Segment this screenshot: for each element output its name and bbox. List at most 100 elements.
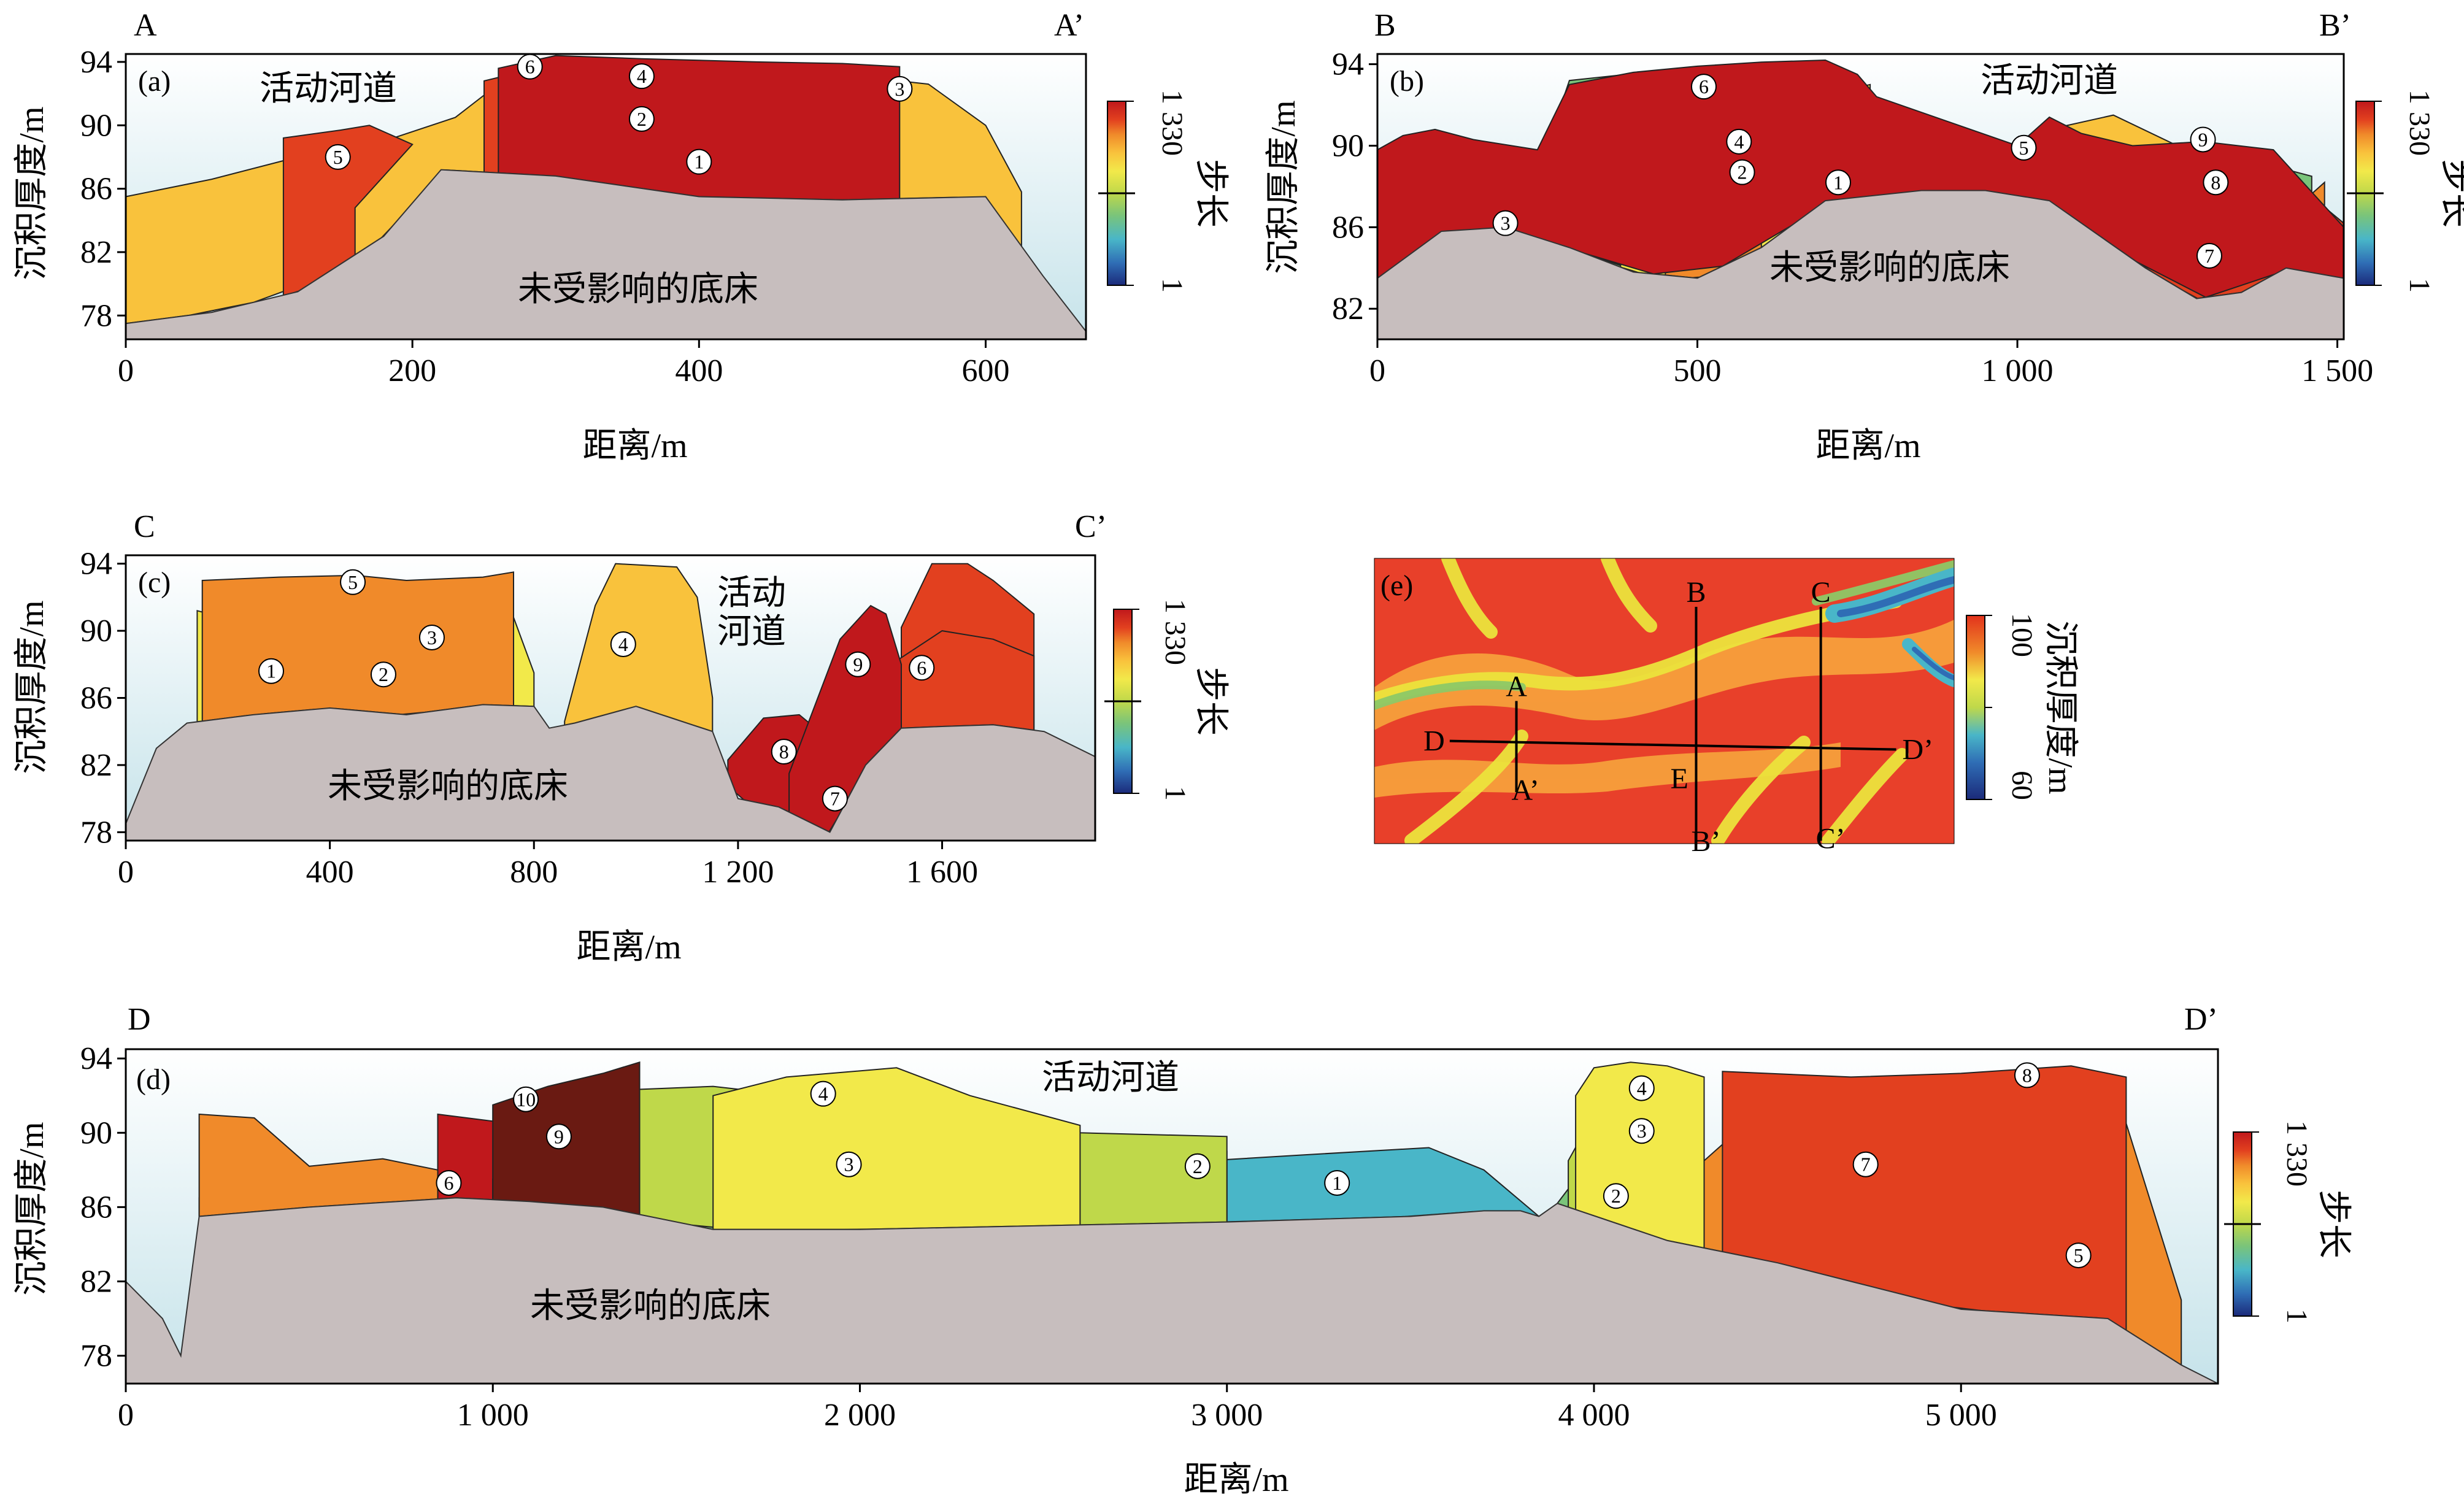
y-tick-label-b: 82 xyxy=(1332,291,1364,326)
layer-number-b-1: 1 xyxy=(1833,171,1843,193)
layer-marker-b-8 xyxy=(2203,169,2229,196)
section-end-a: A’ xyxy=(1054,8,1084,43)
layer-marker-a-4 xyxy=(628,63,655,90)
colorbar-c-min: 1 xyxy=(1159,786,1192,801)
layer-number-d-3: 3 xyxy=(1637,1120,1647,1142)
layer-number-c-3: 3 xyxy=(427,626,437,649)
layer-number-c-9: 9 xyxy=(853,653,863,676)
map-channel-3 xyxy=(1711,736,1811,844)
y-tick-label-b: 94 xyxy=(1332,47,1364,82)
bed-label-a: 未受影响的底床 xyxy=(518,271,758,309)
layer-number-c-5: 5 xyxy=(348,571,358,593)
layer-number-c-8: 8 xyxy=(779,741,789,763)
plot-frame-a xyxy=(125,53,1087,341)
channel-label-d: 活动河道 xyxy=(1042,1059,1179,1097)
layer-marker-c-8 xyxy=(771,739,797,765)
colorbar-e-fill xyxy=(1966,615,1985,799)
layer-marker-b-3 xyxy=(1492,210,1519,236)
colorbar-c: 1 330 1 步长 xyxy=(1104,599,1230,801)
section-end-label-C: C’ xyxy=(1816,822,1846,855)
section-start-label-A: A xyxy=(1506,671,1527,703)
layer-marker-a-2 xyxy=(628,106,655,132)
colorbar-c-max: 1 330 xyxy=(1159,599,1192,665)
layer-number-a-6: 6 xyxy=(525,56,535,78)
layer-number-d-3: 3 xyxy=(844,1153,854,1176)
y-axis-label-d: 沉积厚度/m xyxy=(13,1122,51,1295)
x-tick-label-a: 400 xyxy=(675,353,723,388)
layer-marker-d-8 xyxy=(2014,1062,2040,1088)
layer-marker-b-1 xyxy=(1825,169,1851,196)
layer-number-b-6: 6 xyxy=(1699,75,1709,98)
x-tick-label-c: 1 600 xyxy=(906,855,978,890)
y-tick-label-c: 86 xyxy=(80,681,112,716)
channel-label-b: 活动河道 xyxy=(1981,62,2118,100)
y-tick-label-c: 82 xyxy=(80,748,112,783)
x-tick-label-d: 3 000 xyxy=(1191,1398,1263,1433)
layer-number-b-3: 3 xyxy=(1501,212,1511,234)
layer-number-d-7: 7 xyxy=(1861,1153,1871,1176)
colorbar-d-min: 1 xyxy=(2281,1309,2313,1323)
channel-label-c-line2: 河道 xyxy=(717,613,786,651)
y-tick-label-d: 78 xyxy=(80,1339,112,1374)
layer-c-5 xyxy=(201,571,514,722)
plot-frame-b xyxy=(1376,53,2345,341)
y-tick-label-a: 78 xyxy=(80,298,112,333)
x-tick-label-c: 800 xyxy=(510,855,558,890)
section-line-D xyxy=(1449,739,1896,751)
layer-marker-d-4 xyxy=(1628,1075,1655,1101)
y-tick-label-d: 94 xyxy=(80,1041,112,1076)
layer-marker-b-2 xyxy=(1729,159,1755,185)
section-start-a: A xyxy=(134,8,157,43)
map-bar-upper xyxy=(1374,620,1954,730)
layer-marker-a-1 xyxy=(686,148,712,175)
y-tick-label-a: 90 xyxy=(80,108,112,143)
layer-marker-d-6 xyxy=(436,1170,462,1196)
layer-number-b-4: 4 xyxy=(1734,131,1744,153)
y-tick-label-c: 90 xyxy=(80,614,112,649)
colorbar-a-max: 1 330 xyxy=(1156,90,1188,156)
map-channel-2 xyxy=(1404,730,1528,844)
colorbar-a-min: 1 xyxy=(1156,278,1188,293)
layer-number-c-1: 1 xyxy=(266,660,276,682)
x-ticks-a: 0 200 400 600 xyxy=(118,339,1009,388)
layer-number-c-2: 2 xyxy=(379,663,388,685)
section-start-label-D: D xyxy=(1423,725,1445,758)
layer-number-b-7: 7 xyxy=(2204,245,2214,267)
layer-marker-c-6 xyxy=(909,655,935,681)
layer-marker-d-1 xyxy=(1324,1170,1350,1196)
section-start-label-B: B xyxy=(1686,576,1706,609)
panel-label-a: (a) xyxy=(138,65,171,98)
layer-marker-d-4 xyxy=(810,1080,836,1107)
section-end-d: D’ xyxy=(2184,1002,2218,1037)
layer-number-c-6: 6 xyxy=(917,657,926,679)
colorbar-b-label: 步长 xyxy=(2437,159,2464,228)
panel-label-e: (e) xyxy=(1380,569,1413,602)
map-core-2 xyxy=(1812,560,1954,606)
y-tick-label-b: 86 xyxy=(1332,210,1364,245)
x-tick-label-b: 1 000 xyxy=(1982,353,2054,388)
panel-label-b: (b) xyxy=(1390,65,1424,98)
y-tick-label-b: 90 xyxy=(1332,128,1364,163)
layer-number-d-8: 8 xyxy=(2022,1064,2032,1086)
layer-marker-c-3 xyxy=(418,625,445,651)
y-tick-label-a: 94 xyxy=(80,45,112,80)
colorbar-b-min: 1 xyxy=(2403,278,2436,293)
plot-area-a: 1 2 3 4 5 6 xyxy=(125,53,1087,340)
bed-label-b: 未受影响的底床 xyxy=(1769,249,2010,287)
x-tick-label-d: 4 000 xyxy=(1558,1398,1630,1433)
channel-label-a: 活动河道 xyxy=(260,70,397,108)
colorbar-b: 1 330 1 步长 xyxy=(2347,90,2464,293)
layer-marker-b-7 xyxy=(2196,242,2222,269)
map-frame xyxy=(1374,558,1955,844)
y-tick-label-a: 82 xyxy=(80,235,112,270)
layer-number-a-4: 4 xyxy=(637,65,647,87)
x-ticks-b: 0 500 1 000 1 500 xyxy=(1369,339,2373,388)
panel-b: B B’ 1 2 3 4 5 6 7 89 (b) 活动河道 未受影响的底床 0 500 1 00… xyxy=(1265,8,2373,465)
colorbar-d-label: 步长 xyxy=(2314,1190,2352,1258)
layer-marker-d-9 xyxy=(545,1123,572,1150)
y-tick-label-d: 86 xyxy=(80,1190,112,1225)
bed-a xyxy=(125,169,1087,340)
y-tick-label-d: 90 xyxy=(80,1115,112,1150)
